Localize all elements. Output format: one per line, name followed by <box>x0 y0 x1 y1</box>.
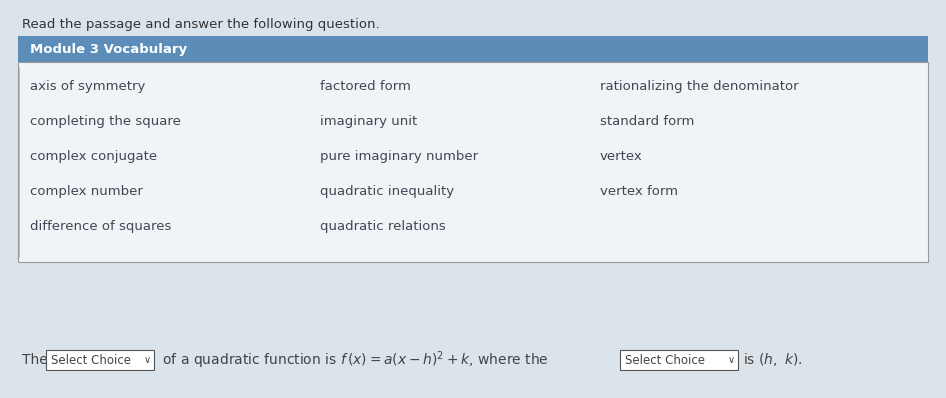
Text: completing the square: completing the square <box>30 115 181 128</box>
FancyBboxPatch shape <box>620 350 738 370</box>
FancyBboxPatch shape <box>18 36 928 62</box>
Text: Module 3 Vocabulary: Module 3 Vocabulary <box>30 43 187 55</box>
Text: factored form: factored form <box>320 80 411 93</box>
Text: rationalizing the denominator: rationalizing the denominator <box>600 80 798 93</box>
Text: ∨: ∨ <box>144 355 151 365</box>
Text: complex conjugate: complex conjugate <box>30 150 157 163</box>
Text: Read the passage and answer the following question.: Read the passage and answer the followin… <box>22 18 379 31</box>
Text: standard form: standard form <box>600 115 694 128</box>
Text: ∨: ∨ <box>728 355 735 365</box>
Text: is $(h,\ k)$.: is $(h,\ k)$. <box>743 351 802 369</box>
Text: Select Choice: Select Choice <box>51 353 131 367</box>
Text: difference of squares: difference of squares <box>30 220 171 233</box>
Text: The: The <box>22 353 47 367</box>
Text: imaginary unit: imaginary unit <box>320 115 417 128</box>
FancyBboxPatch shape <box>18 62 928 262</box>
Text: Select Choice: Select Choice <box>625 353 705 367</box>
FancyBboxPatch shape <box>46 350 154 370</box>
Text: quadratic inequality: quadratic inequality <box>320 185 454 198</box>
Text: vertex: vertex <box>600 150 642 163</box>
Text: of a quadratic function is $f\,(x) = a(x - h)^2 + k$, where the: of a quadratic function is $f\,(x) = a(x… <box>158 349 549 371</box>
Text: axis of symmetry: axis of symmetry <box>30 80 146 93</box>
Text: vertex form: vertex form <box>600 185 678 198</box>
Text: pure imaginary number: pure imaginary number <box>320 150 478 163</box>
Text: quadratic relations: quadratic relations <box>320 220 446 233</box>
Text: complex number: complex number <box>30 185 143 198</box>
